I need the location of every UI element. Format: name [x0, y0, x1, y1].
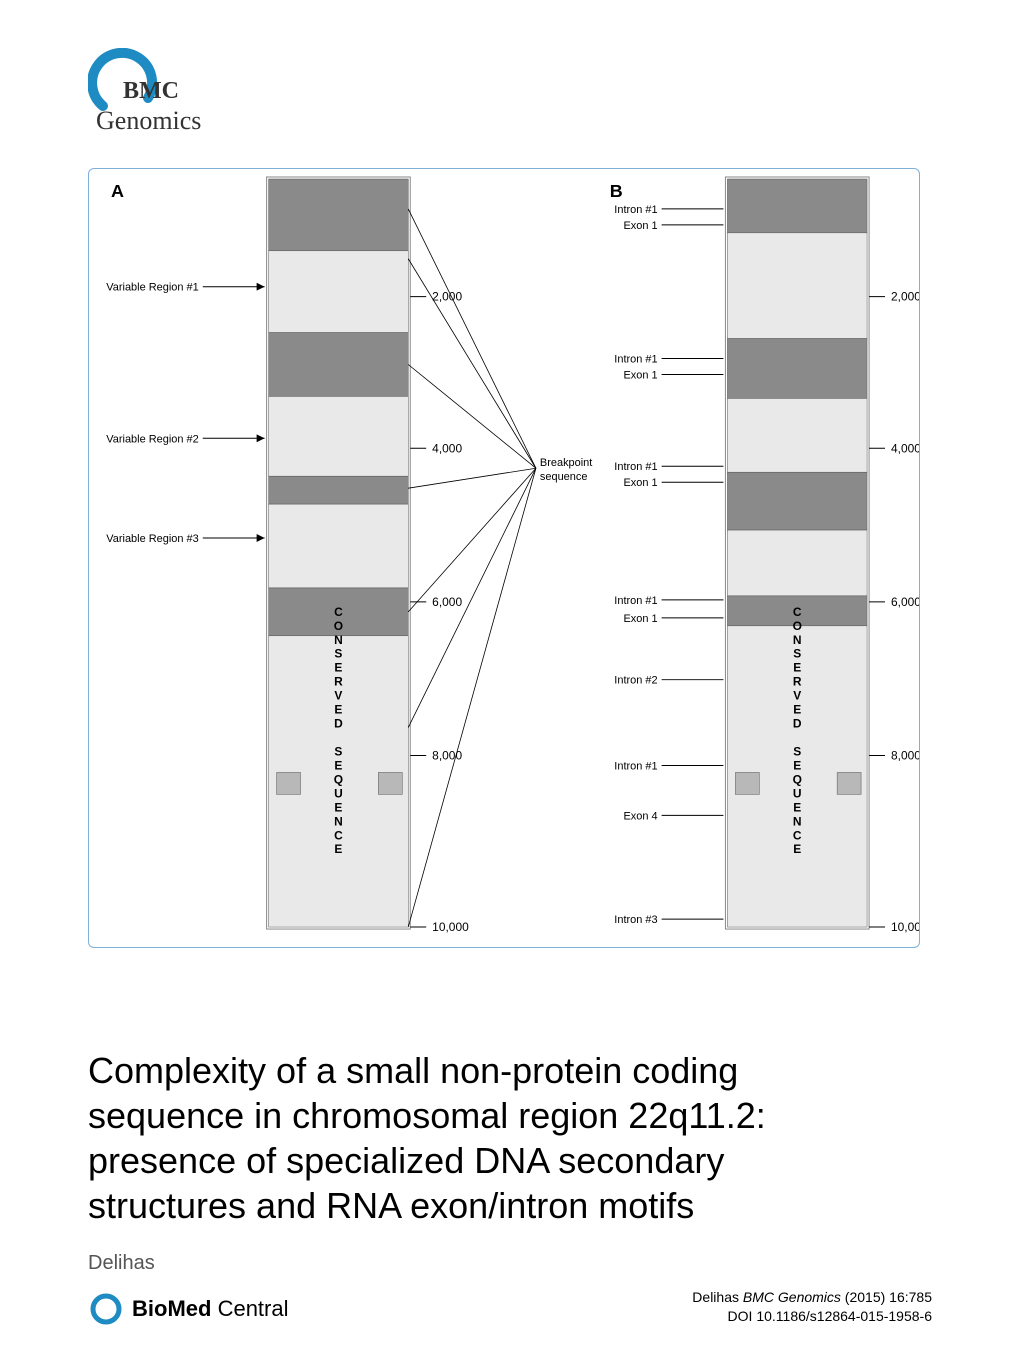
svg-text:Q: Q	[334, 772, 343, 786]
svg-text:E: E	[334, 661, 342, 675]
svg-text:C: C	[793, 828, 802, 842]
svg-text:D: D	[793, 717, 802, 731]
svg-text:E: E	[793, 661, 801, 675]
title-line: structures and RNA exon/intron motifs	[88, 1185, 694, 1226]
svg-text:Q: Q	[793, 772, 802, 786]
svg-text:sequence: sequence	[540, 471, 588, 483]
svg-text:10,000: 10,000	[432, 920, 469, 934]
citation-doi: DOI 10.1186/s12864-015-1958-6	[728, 1308, 932, 1324]
logo-journal-text: Genomics	[96, 106, 201, 136]
publisher-logo-text: BioMed Central	[132, 1296, 289, 1322]
svg-text:6,000: 6,000	[432, 595, 462, 609]
diagram-svg: A B 2,000 4,000 6,000 8,000 10,000 2,000 4,00…	[89, 169, 919, 947]
svg-text:Intron #1: Intron #1	[614, 461, 657, 473]
svg-text:Variable Region #2: Variable Region #2	[106, 433, 199, 445]
svg-text:S: S	[793, 744, 801, 758]
svg-text:Variable Region #3: Variable Region #3	[106, 533, 199, 545]
svg-text:Exon 1: Exon 1	[623, 477, 657, 489]
article-citation: Delihas BMC Genomics (2015) 16:785 DOI 1…	[692, 1288, 932, 1327]
svg-text:2,000: 2,000	[432, 290, 462, 304]
article-figure: A B 2,000 4,000 6,000 8,000 10,000 2,000 4,00…	[88, 168, 920, 948]
article-authors: Delihas	[88, 1252, 155, 1275]
svg-text:E: E	[793, 842, 801, 856]
svg-text:8,000: 8,000	[891, 748, 919, 762]
svg-text:6,000: 6,000	[891, 595, 919, 609]
svg-text:C: C	[334, 828, 343, 842]
svg-text:E: E	[793, 800, 801, 814]
svg-text:E: E	[334, 842, 342, 856]
article-title: Complexity of a small non-protein coding…	[88, 1048, 908, 1228]
svg-text:O: O	[793, 619, 802, 633]
svg-text:Exon 1: Exon 1	[623, 369, 657, 381]
title-line: sequence in chromosomal region 22q11.2:	[88, 1095, 766, 1136]
svg-text:E: E	[334, 800, 342, 814]
svg-text:E: E	[334, 703, 342, 717]
biomed-ring-icon	[88, 1291, 124, 1327]
svg-text:R: R	[793, 675, 802, 689]
svg-text:S: S	[334, 744, 342, 758]
svg-text:Exon 1: Exon 1	[623, 613, 657, 625]
svg-text:S: S	[334, 647, 342, 661]
svg-text:E: E	[334, 758, 342, 772]
svg-text:Intron #1: Intron #1	[614, 595, 657, 607]
svg-text:C: C	[793, 605, 802, 619]
svg-text:Exon 1: Exon 1	[623, 220, 657, 232]
biomed-text: BioMed	[132, 1296, 211, 1321]
svg-text:Intron #1: Intron #1	[614, 354, 657, 366]
svg-text:O: O	[334, 619, 343, 633]
svg-text:Variable Region #1: Variable Region #1	[106, 282, 199, 294]
svg-text:8,000: 8,000	[432, 748, 462, 762]
svg-text:U: U	[793, 786, 802, 800]
svg-text:C: C	[334, 605, 343, 619]
svg-text:N: N	[793, 814, 802, 828]
svg-text:Intron #1: Intron #1	[614, 760, 657, 772]
svg-text:V: V	[793, 689, 801, 703]
svg-text:E: E	[793, 703, 801, 717]
svg-text:E: E	[793, 758, 801, 772]
svg-text:N: N	[334, 814, 343, 828]
citation-journal: BMC Genomics	[743, 1289, 841, 1305]
svg-text:N: N	[334, 633, 343, 647]
svg-text:Intron #3: Intron #3	[614, 914, 657, 926]
svg-text:D: D	[334, 717, 343, 731]
svg-text:Intron #2: Intron #2	[614, 675, 657, 687]
citation-author: Delihas	[692, 1289, 743, 1305]
panel-a-label: A	[111, 181, 124, 201]
logo-bmc-text: BMC	[123, 78, 179, 105]
title-line: Complexity of a small non-protein coding	[88, 1050, 738, 1091]
svg-text:N: N	[793, 633, 802, 647]
svg-text:Breakpoint: Breakpoint	[540, 457, 592, 469]
citation-yearvol: (2015) 16:785	[841, 1289, 932, 1305]
svg-text:S: S	[793, 647, 801, 661]
svg-text:2,000: 2,000	[891, 290, 919, 304]
panel-b-label: B	[610, 181, 623, 201]
publisher-logo: BioMed Central	[88, 1291, 289, 1327]
svg-text:Intron #1: Intron #1	[614, 204, 657, 216]
svg-text:U: U	[334, 786, 343, 800]
title-line: presence of specialized DNA secondary	[88, 1140, 724, 1181]
svg-text:Exon 4: Exon 4	[623, 810, 657, 822]
svg-text:R: R	[334, 675, 343, 689]
svg-text:V: V	[334, 689, 342, 703]
svg-text:4,000: 4,000	[891, 441, 919, 455]
journal-logo: BMC Genomics	[88, 48, 268, 138]
svg-text:4,000: 4,000	[432, 441, 462, 455]
svg-text:10,000: 10,000	[891, 920, 919, 934]
central-text: Central	[211, 1296, 288, 1321]
